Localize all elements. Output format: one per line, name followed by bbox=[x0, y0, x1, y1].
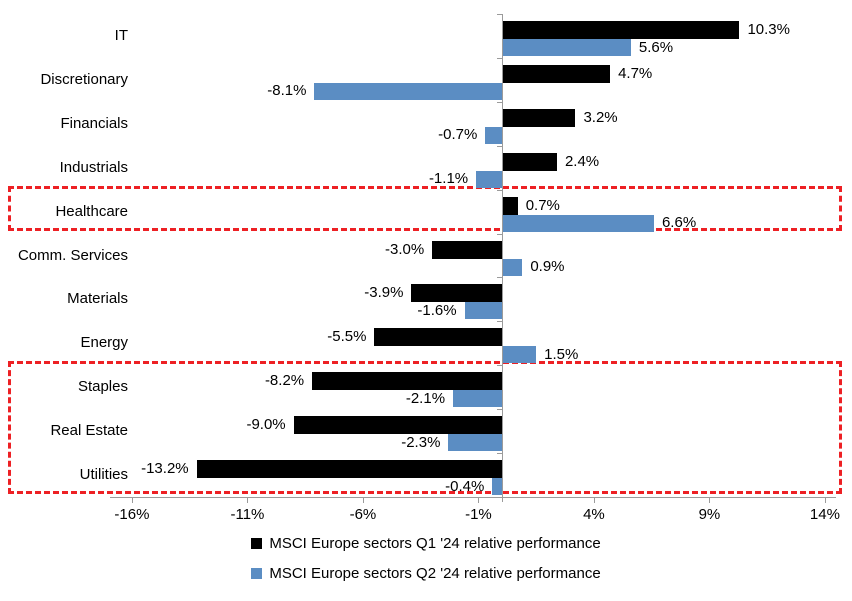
x-axis-tick-label: 4% bbox=[583, 506, 605, 523]
bar-q2-it bbox=[501, 39, 631, 56]
category-label-it: IT bbox=[114, 26, 128, 44]
category-label-staples: Staples bbox=[77, 378, 128, 396]
y-axis-tick bbox=[496, 497, 503, 498]
bar-q2-materials bbox=[464, 302, 502, 320]
bar-q2-industrials bbox=[476, 170, 502, 188]
y-axis-tick bbox=[496, 101, 503, 103]
value-label-q2-financials: -0.7% bbox=[438, 126, 478, 144]
q2-series-swatch-icon bbox=[251, 568, 263, 579]
bar-q2-real-estate bbox=[448, 434, 502, 452]
bar-q2-energy bbox=[501, 346, 537, 364]
value-label-q2-industrials: -1.1% bbox=[428, 170, 469, 188]
legend-label-q2: MSCI Europe sectors Q2 '24 relative perf… bbox=[269, 565, 601, 582]
value-label-q1-financials: 3.2% bbox=[583, 108, 618, 126]
y-axis-tick bbox=[496, 233, 503, 235]
y-axis-tick bbox=[496, 189, 503, 191]
y-axis-tick bbox=[496, 57, 503, 59]
category-label-healthcare: Healthcare bbox=[55, 202, 128, 220]
x-axis-tick-label: -11% bbox=[230, 506, 265, 523]
x-axis-tick bbox=[131, 497, 133, 503]
x-axis-tick bbox=[362, 497, 364, 503]
value-label-q1-staples: -8.2% bbox=[264, 372, 305, 390]
bar-q1-comm-services bbox=[432, 240, 502, 259]
bar-q1-financials bbox=[501, 108, 576, 127]
category-label-discretionary: Discretionary bbox=[40, 70, 128, 88]
bar-q1-utilities bbox=[196, 460, 502, 479]
y-axis-tick bbox=[496, 409, 503, 411]
x-axis-tick-label: -1% bbox=[465, 506, 492, 523]
value-label-q2-it: 5.6% bbox=[638, 38, 674, 56]
bar-q1-it bbox=[501, 21, 740, 39]
value-label-q2-materials: -1.6% bbox=[417, 301, 457, 319]
q1-series-swatch-icon bbox=[251, 538, 263, 549]
value-label-q1-materials: -3.9% bbox=[364, 284, 404, 302]
legend-item-q2: MSCI Europe sectors Q2 '24 relative perf… bbox=[0, 565, 852, 582]
bar-q1-staples bbox=[312, 372, 502, 391]
category-label-comm-services: Comm. Services bbox=[17, 246, 128, 264]
value-label-q1-utilities: -13.2% bbox=[141, 460, 189, 478]
x-axis-tick bbox=[824, 497, 826, 503]
legend-label-q1: MSCI Europe sectors Q1 '24 relative perf… bbox=[269, 535, 601, 552]
y-axis-line bbox=[501, 14, 503, 502]
x-axis-tick-label: -6% bbox=[349, 506, 377, 523]
y-axis-tick bbox=[496, 277, 503, 279]
x-axis-tick bbox=[247, 497, 249, 503]
bar-q2-staples bbox=[453, 390, 502, 408]
y-axis-tick bbox=[496, 321, 503, 323]
category-label-utilities: Utilities bbox=[79, 466, 128, 484]
value-label-q1-industrials: 2.4% bbox=[564, 152, 600, 170]
healthcare-highlight bbox=[8, 185, 842, 231]
x-axis-tick bbox=[478, 497, 480, 503]
value-label-q2-real-estate: -2.3% bbox=[401, 433, 441, 451]
category-label-energy: Energy bbox=[80, 334, 128, 352]
x-axis-tick bbox=[709, 497, 711, 503]
bar-q1-industrials bbox=[501, 152, 557, 171]
category-label-industrials: Industrials bbox=[59, 158, 128, 176]
value-label-q2-healthcare: 6.6% bbox=[661, 214, 697, 232]
bar-q1-energy bbox=[374, 328, 502, 347]
x-axis-tick-label: 14% bbox=[809, 506, 840, 523]
value-label-q1-real-estate: -9.0% bbox=[246, 416, 286, 434]
legend-item-q1: MSCI Europe sectors Q1 '24 relative perf… bbox=[0, 535, 852, 552]
defensives-highlight bbox=[8, 361, 842, 494]
value-label-q2-energy: 1.5% bbox=[544, 345, 579, 363]
bar-q1-real-estate bbox=[293, 416, 502, 435]
x-axis-tick-label: -16% bbox=[114, 506, 150, 523]
value-label-q1-discretionary: 4.7% bbox=[618, 64, 653, 82]
bar-q2-financials bbox=[485, 126, 502, 144]
bar-q2-discretionary bbox=[314, 82, 502, 100]
bar-q1-discretionary bbox=[501, 64, 611, 83]
bar-q1-materials bbox=[411, 284, 502, 303]
category-label-financials: Financials bbox=[60, 114, 128, 132]
y-axis-tick bbox=[496, 453, 503, 455]
value-label-q1-it: 10.3% bbox=[747, 21, 790, 38]
value-label-q1-healthcare: 0.7% bbox=[525, 196, 560, 214]
value-label-q2-staples: -2.1% bbox=[405, 389, 446, 407]
value-label-q1-comm-services: -3.0% bbox=[385, 240, 425, 258]
value-label-q2-discretionary: -8.1% bbox=[267, 82, 307, 100]
value-label-q2-utilities: -0.4% bbox=[445, 477, 485, 495]
value-label-q1-energy: -5.5% bbox=[327, 328, 367, 346]
y-axis-tick bbox=[496, 14, 503, 15]
y-axis-tick bbox=[496, 365, 503, 367]
x-axis-tick-label: 9% bbox=[698, 506, 721, 523]
x-axis-tick bbox=[593, 497, 595, 503]
category-label-real-estate: Real Estate bbox=[50, 422, 128, 440]
value-label-q2-comm-services: 0.9% bbox=[530, 258, 565, 276]
bar-q2-comm-services bbox=[501, 258, 523, 276]
x-axis-line bbox=[110, 497, 836, 498]
category-label-materials: Materials bbox=[67, 290, 128, 308]
bar-q2-utilities bbox=[492, 478, 502, 496]
y-axis-tick bbox=[496, 145, 503, 147]
bar-q2-healthcare bbox=[501, 214, 654, 232]
bar-q1-healthcare bbox=[501, 196, 518, 215]
